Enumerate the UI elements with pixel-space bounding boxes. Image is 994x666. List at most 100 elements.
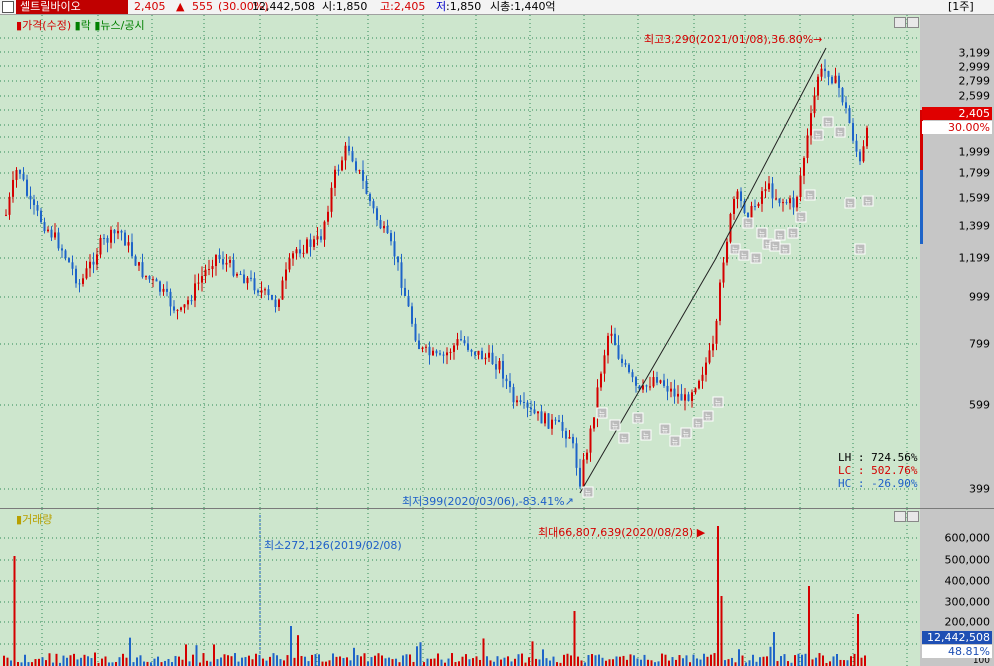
volume-bar	[370, 657, 373, 666]
candle-body	[232, 259, 235, 276]
candle-body	[201, 276, 203, 283]
volume-close-button[interactable]	[907, 511, 919, 522]
candle-body	[845, 102, 847, 109]
volume-bar	[538, 659, 541, 666]
candle-body	[29, 195, 32, 200]
volume-chart[interactable]	[0, 509, 920, 666]
candle-body	[614, 333, 616, 346]
volume-bar	[160, 662, 163, 666]
candle-body	[684, 394, 686, 401]
candle-body	[628, 364, 630, 373]
candle-body	[43, 222, 46, 232]
panel-minimize-button[interactable]	[894, 17, 906, 28]
news-marker-label: 뉴	[790, 230, 797, 238]
volume-bar	[94, 652, 96, 666]
price-axis[interactable]: 3,199 2,999 2,799 2,599 1,999 1,799 1,59…	[920, 15, 994, 508]
news-marker	[774, 229, 786, 241]
volume-bar	[619, 656, 621, 666]
news-marker	[632, 412, 644, 424]
volume-bar	[706, 656, 709, 666]
candle-body	[838, 75, 840, 88]
candle-body	[519, 400, 522, 403]
candle-body	[131, 242, 133, 257]
volume-bar	[426, 658, 429, 666]
candle-body	[414, 323, 417, 341]
news-marker	[742, 217, 754, 229]
candle-body	[775, 198, 777, 200]
volume-bar	[818, 653, 821, 666]
lh-stat: LH : 724.56%	[838, 451, 918, 464]
volume-value: 12,442,508	[252, 0, 315, 13]
volume-bar	[685, 655, 688, 666]
volume-bar	[55, 653, 58, 666]
candle-body	[183, 304, 186, 308]
candle-body	[397, 256, 399, 263]
candle-body	[106, 238, 109, 243]
volume-bar	[724, 660, 726, 666]
news-marker	[582, 486, 594, 498]
candle-body	[50, 229, 53, 238]
price-axis-label: 1,399	[958, 219, 991, 233]
volume-bar	[384, 658, 387, 666]
news-marker-label: 뉴	[715, 399, 722, 407]
news-marker-label: 뉴	[635, 415, 642, 423]
candle-body	[145, 275, 147, 278]
volume-bar	[524, 662, 527, 666]
price-change-pct: (30.00%)	[218, 0, 269, 13]
candle-body	[600, 373, 602, 388]
volume-bar	[262, 658, 264, 666]
volume-bar	[853, 653, 856, 666]
volume-bar	[213, 644, 215, 666]
candle-body	[841, 87, 844, 103]
panel-close-button[interactable]	[907, 17, 919, 28]
volume-bar	[521, 653, 523, 666]
candle-body	[621, 358, 623, 364]
volume-chart-panel[interactable]: ▮거래량 최대66,807,639(2020/08/28) ▶ 최소272,12…	[0, 509, 920, 666]
volume-bar	[755, 661, 758, 666]
panel-divider[interactable]	[0, 508, 994, 509]
volume-bar	[185, 644, 187, 666]
volume-bar	[762, 656, 765, 666]
volume-bar	[570, 655, 572, 666]
volume-bar	[409, 654, 411, 666]
candle-body	[271, 295, 273, 300]
news-marker-label: 뉴	[759, 230, 766, 238]
stock-name[interactable]: 셀트릴바이오	[16, 0, 128, 14]
candle-body	[820, 68, 823, 77]
volume-bar	[297, 635, 299, 666]
current-volume-pct-tag: 48.81%	[922, 645, 992, 658]
news-marker-label: 뉴	[732, 246, 739, 254]
period-selector[interactable]: [1주]	[948, 0, 974, 13]
candle-body	[309, 239, 312, 247]
candle-body	[691, 392, 693, 401]
volume-bar	[752, 654, 754, 666]
candle-body	[141, 262, 144, 278]
volume-bar	[475, 656, 478, 666]
candle-body	[530, 407, 532, 410]
legend-price[interactable]: ▮가격(수정) ▮락 ▮뉴스/공시	[16, 19, 145, 32]
volume-bar	[283, 660, 285, 666]
volume-bar	[181, 659, 184, 666]
volume-bar	[503, 657, 506, 666]
news-marker-label: 뉴	[825, 119, 832, 127]
legend-volume[interactable]: ▮거래량	[16, 513, 53, 526]
news-marker-label: 뉴	[705, 413, 712, 421]
candle-body	[719, 282, 721, 321]
volume-bar	[454, 662, 457, 666]
header-bar: 셀트릴바이오 2,405 ▲ 555 (30.00%) 12,442,508 시…	[0, 0, 994, 15]
candle-body	[498, 360, 501, 370]
volume-bar	[90, 658, 93, 666]
select-checkbox[interactable]	[2, 1, 14, 13]
candle-body	[509, 381, 511, 388]
volume-bar	[500, 659, 502, 666]
candle-body	[817, 76, 819, 96]
candle-body	[687, 394, 690, 401]
volume-bar	[769, 646, 772, 666]
volume-bar	[580, 660, 583, 666]
volume-minimize-button[interactable]	[894, 511, 906, 522]
volume-bar	[321, 661, 324, 666]
candle-body	[390, 233, 392, 242]
news-marker-label: 뉴	[745, 220, 752, 228]
